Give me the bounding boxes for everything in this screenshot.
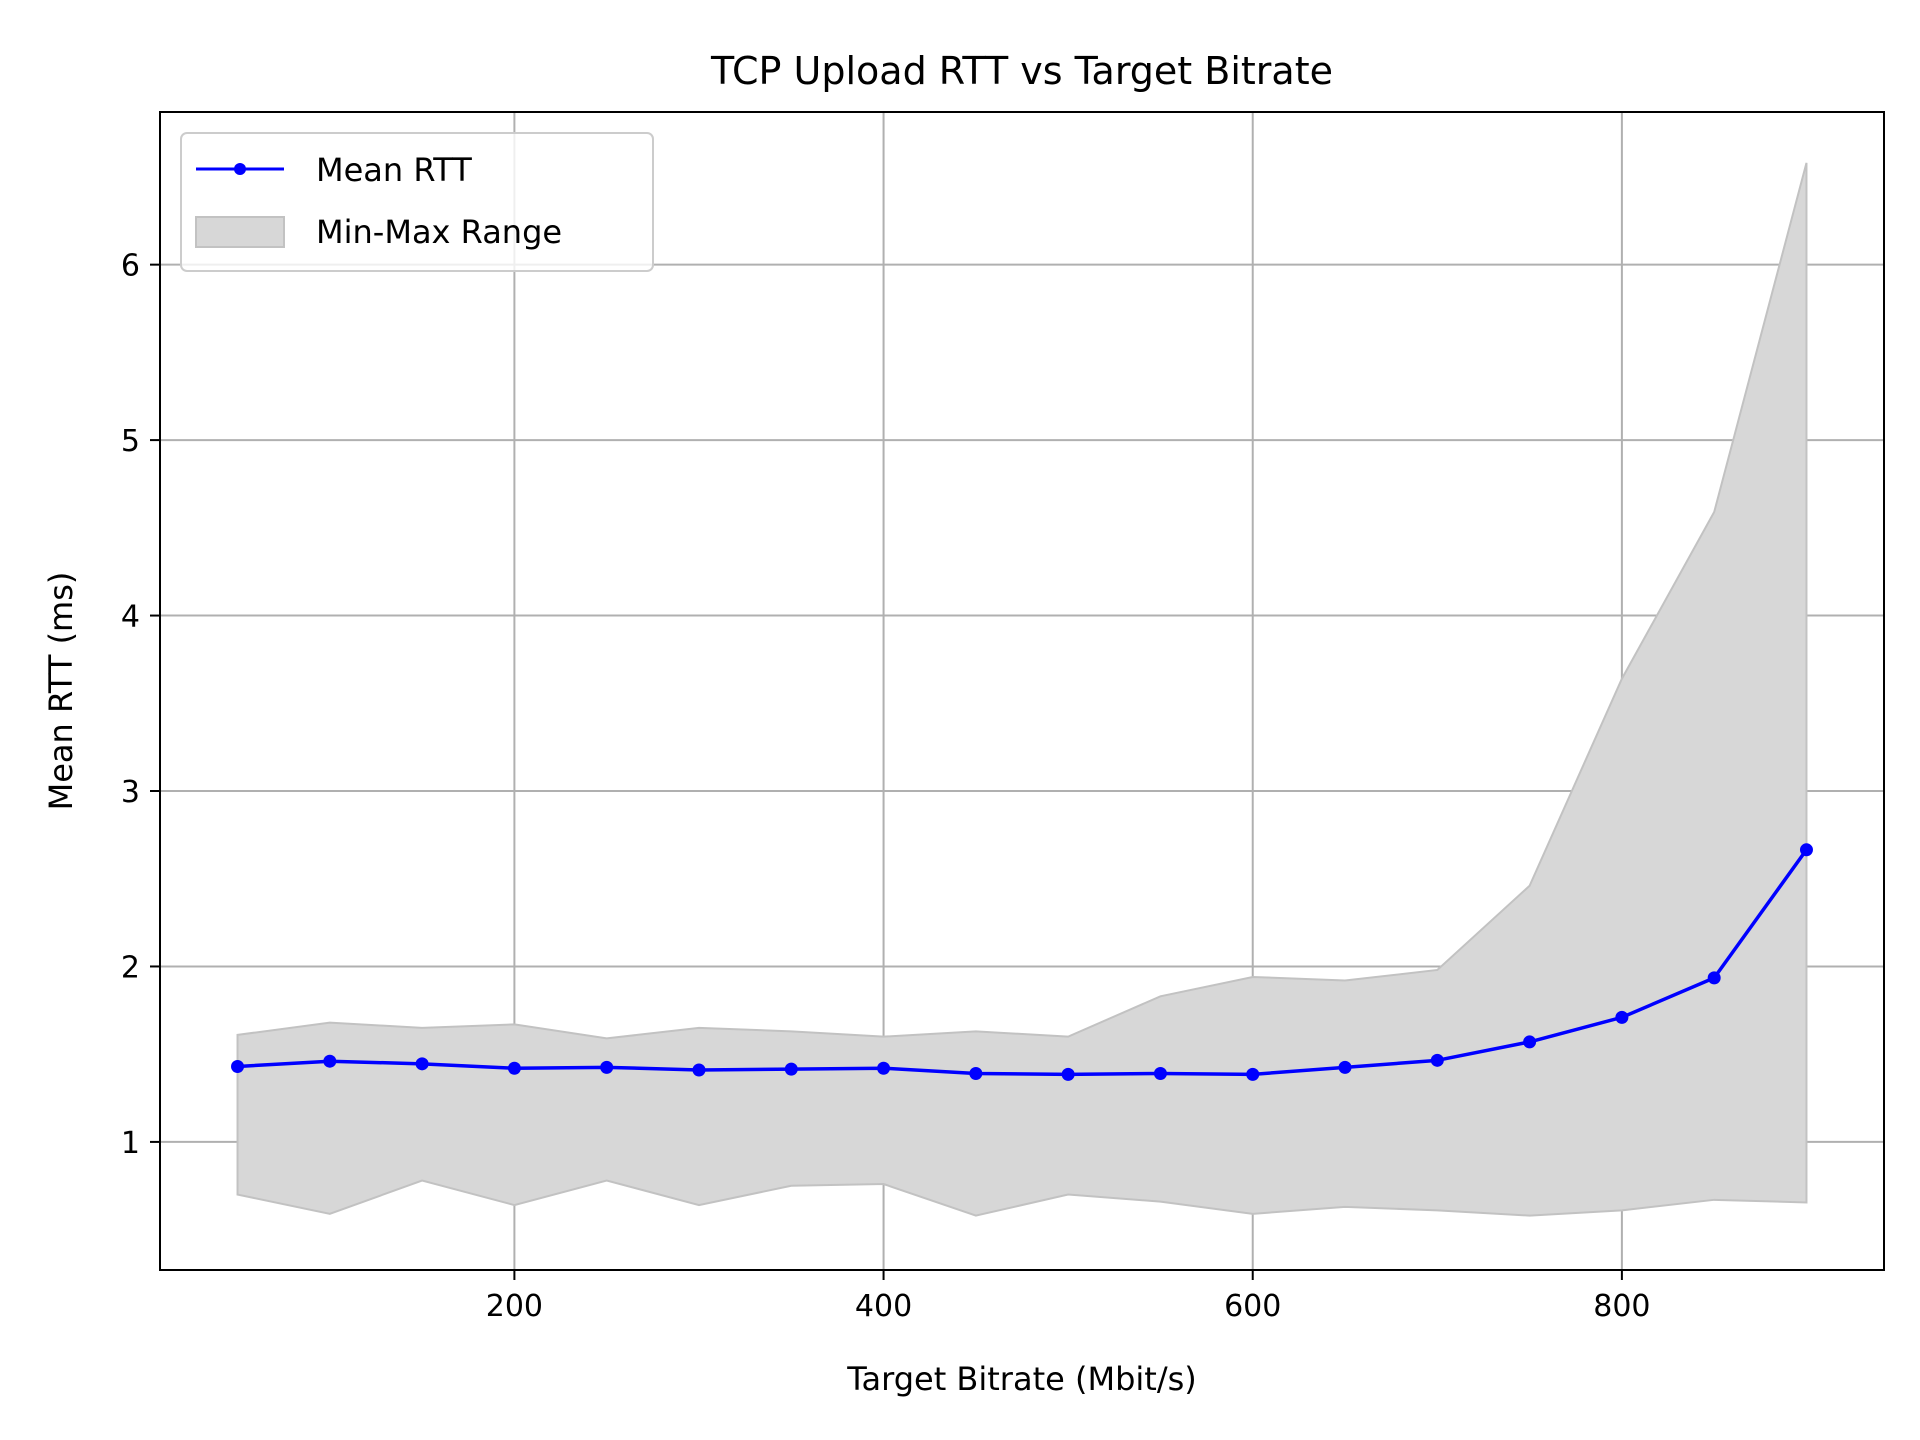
x-tick-label: 200: [486, 1289, 543, 1324]
mean-rtt-point: [1615, 1010, 1629, 1024]
y-tick-label: 5: [121, 424, 140, 459]
axis-ticks: 200 400 600 800 1 2 3 4 5 6: [121, 249, 1651, 1324]
legend-min-max-swatch-icon: [195, 216, 285, 248]
mean-rtt-point: [1153, 1066, 1167, 1080]
legend-min-max-label: Min-Max Range: [316, 213, 562, 251]
mean-rtt-point: [1246, 1067, 1260, 1081]
legend: Mean RTT Min-Max Range: [180, 132, 654, 272]
min-max-band-layer: [236, 162, 1808, 1217]
x-tick-label: 400: [855, 1289, 912, 1324]
legend-mean-rtt-label: Mean RTT: [316, 151, 472, 189]
mean-rtt-point: [1338, 1060, 1352, 1074]
mean-rtt-point: [231, 1059, 245, 1073]
x-tick-label: 600: [1224, 1289, 1281, 1324]
x-tick-label: 800: [1593, 1289, 1650, 1324]
y-tick-label: 6: [121, 249, 140, 284]
y-tick-label: 2: [121, 950, 140, 985]
y-tick-label: 1: [121, 1126, 140, 1161]
legend-mean-rtt-marker-icon: [234, 163, 246, 175]
min-max-range-band: [236, 162, 1808, 1217]
y-tick-label: 3: [121, 775, 140, 810]
y-axis-label: Mean RTT (ms): [42, 572, 80, 811]
x-axis-label: Target Bitrate (Mbit/s): [846, 1360, 1197, 1398]
mean-rtt-point: [969, 1066, 983, 1080]
chart-title: TCP Upload RTT vs Target Bitrate: [710, 49, 1333, 93]
plot-frame: [159, 111, 1885, 1271]
mean-rtt-point: [1061, 1067, 1075, 1081]
mean-rtt-point: [507, 1061, 521, 1075]
mean-rtt-point: [323, 1054, 337, 1068]
mean-rtt-point: [1430, 1053, 1444, 1067]
mean-rtt-point: [415, 1057, 429, 1071]
mean-rtt-line-layer: [231, 843, 1813, 1081]
legend-box: [180, 132, 654, 272]
y-tick-label: 4: [121, 600, 140, 635]
mean-rtt-point: [1799, 843, 1813, 857]
mean-rtt-point: [600, 1060, 614, 1074]
mean-rtt-point: [784, 1062, 798, 1076]
mean-rtt-line: [237, 848, 1808, 1077]
mean-rtt-point: [1707, 971, 1721, 985]
mean-rtt-point: [877, 1061, 891, 1075]
mean-rtt-point: [1523, 1035, 1537, 1049]
mean-rtt-point: [692, 1063, 706, 1077]
